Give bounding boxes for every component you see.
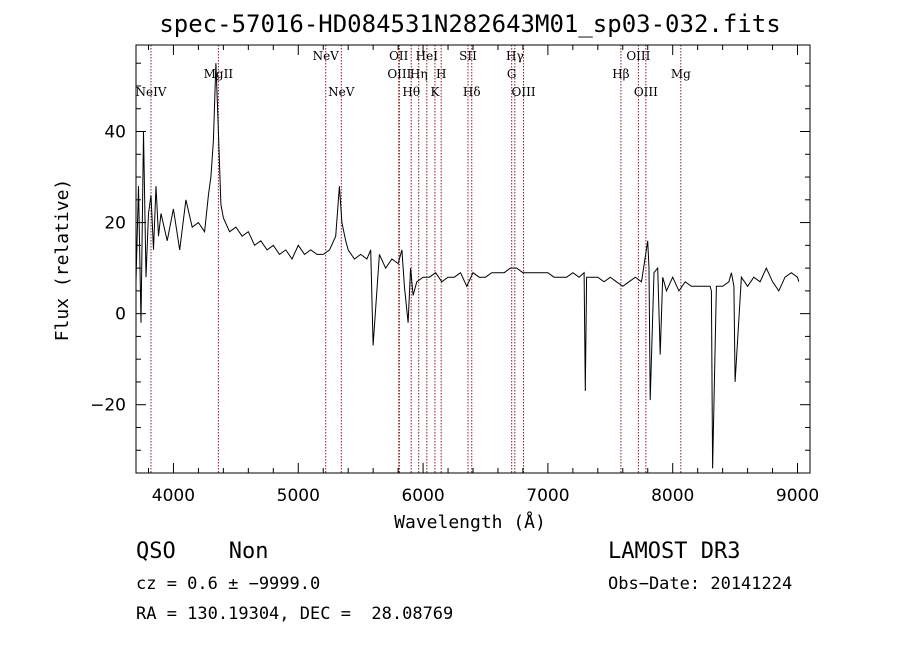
- x-tick-label: 6000: [401, 486, 444, 506]
- x-tick-label: 4000: [152, 486, 195, 506]
- y-tick-label: −20: [90, 396, 126, 416]
- x-tick-label: 7000: [526, 486, 569, 506]
- emission-label-16: Hβ: [612, 67, 629, 81]
- coordinates: RA = 130.19304, DEC = 28.08769: [136, 604, 454, 624]
- emission-label-2: NeV: [313, 49, 340, 63]
- emission-label-3: NeV: [328, 85, 355, 99]
- emission-label-6: Hθ: [402, 85, 420, 99]
- observation-date: Obs−Date: 20141224: [608, 574, 793, 594]
- redshift-info: cz = 0.6 ± −9999.0: [136, 574, 321, 594]
- emission-label-9: K: [430, 85, 440, 99]
- x-tick-label: 5000: [277, 486, 320, 506]
- emission-label-5: OIII: [387, 67, 411, 81]
- emission-label-11: SII: [459, 49, 477, 63]
- y-tick-label: 20: [104, 214, 126, 234]
- emission-label-13: Hγ: [506, 49, 524, 63]
- x-axis: 4000 5000 6000 7000 8000 9000: [147, 45, 819, 506]
- emission-label-8: HeI: [416, 49, 439, 63]
- emission-line-labels: NeIV MgII NeV NeV OII OIII Hθ Hη HeI KH SII Hδ Hγ G OI…: [135, 49, 691, 99]
- object-class: QSO Non: [136, 539, 269, 564]
- spectrum-line: [135, 63, 800, 469]
- emission-label-15: OIII: [512, 85, 536, 99]
- emission-label-10: H: [436, 67, 446, 81]
- emission-label-4: OII: [389, 49, 409, 63]
- x-axis-label: Wavelength (Å): [394, 511, 546, 533]
- emission-label-0: NeIV: [135, 85, 166, 99]
- y-tick-label: 0: [115, 305, 126, 325]
- x-tick-label: 9000: [776, 486, 819, 506]
- emission-label-12: Hδ: [463, 85, 481, 99]
- emission-label-17: OIII: [626, 49, 650, 63]
- y-axis-label: Flux (relative): [52, 179, 73, 342]
- plot-frame: [135, 44, 811, 474]
- emission-label-14: G: [507, 67, 517, 81]
- emission-line-markers: [150, 45, 682, 473]
- y-axis: −20 0 20 40: [90, 62, 810, 451]
- x-tick-label: 8000: [651, 486, 694, 506]
- chart-title: spec-57016-HD084531N282643M01_sp03-032.f…: [159, 10, 780, 38]
- emission-label-19: Mg: [671, 67, 691, 81]
- survey-name: LAMOST DR3: [608, 539, 741, 564]
- y-tick-label: 40: [104, 123, 126, 143]
- emission-label-18: OIII: [634, 85, 658, 99]
- emission-label-7: Hη: [410, 67, 428, 81]
- emission-label-1: MgII: [204, 67, 234, 81]
